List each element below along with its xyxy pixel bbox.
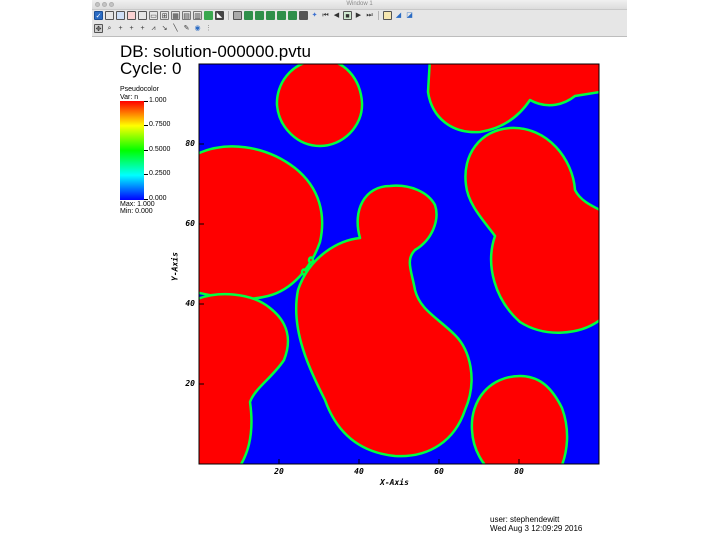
zoom-mode-icon[interactable]: ⌕: [107, 25, 112, 32]
legend-plot-type: Pseudocolor: [120, 86, 159, 93]
delete-window-icon[interactable]: [127, 11, 136, 20]
toolbar-separator: [378, 11, 379, 20]
colorbar-label-050: 0.5000: [149, 146, 171, 153]
grain-bottom-right: [470, 374, 569, 464]
main-toolbar: ✓ ▭ ⊞ ▦ ▤ ▥ ◣ ✦ ⏮ ◀ ■ ▶ ⏭ ◢ ◪: [94, 10, 414, 21]
lineout-icon[interactable]: ⩘: [151, 25, 156, 32]
step-back-icon[interactable]: ◀: [333, 12, 340, 19]
colorbar-label-max: 1.000: [149, 97, 167, 104]
window-title: Window 1: [346, 1, 373, 7]
zone-lineout-icon[interactable]: ↘: [161, 25, 168, 32]
interaction-toolbar: ✥ ⌕ + + + ⩘ ↘ ╲ ✎ ◉ ⋮: [94, 23, 213, 34]
grain-top-center: [275, 64, 364, 148]
legend-min: Min: 0.000: [120, 208, 153, 215]
color-bar: [120, 101, 144, 200]
colorbar-label-min: 0.000: [149, 195, 167, 202]
lightbulb-icon[interactable]: ✦: [311, 12, 318, 19]
operator-1-icon[interactable]: [244, 11, 253, 20]
operator-4-icon[interactable]: [277, 11, 286, 20]
plot-frame: [198, 63, 600, 465]
skip-forward-icon[interactable]: ⏭: [366, 12, 373, 19]
user-info: user: stephendewitt Wed Aug 3 12:09:29 2…: [490, 515, 582, 533]
zoom-window-button[interactable]: [109, 2, 114, 7]
x-tick-label: 80: [514, 467, 524, 476]
close-window-button[interactable]: [95, 2, 100, 7]
more-tools-icon[interactable]: ⋮: [205, 25, 212, 32]
mode-toggle-icon[interactable]: [233, 11, 242, 20]
application-window: Window 1 ✓ ▭ ⊞ ▦ ▤ ▥ ◣ ✦ ⏮ ◀ ■ ▶ ⏭ ◢ ◪ ✥…: [92, 0, 627, 37]
colorbar-tick: [144, 101, 148, 102]
pencil-icon[interactable]: ✎: [183, 25, 190, 32]
colorbar-tick: [144, 150, 148, 151]
zone-pick-icon[interactable]: +: [118, 25, 123, 32]
axis-ticks: [199, 143, 520, 464]
stop-icon[interactable]: ■: [343, 11, 352, 20]
node-pick-icon[interactable]: +: [129, 25, 134, 32]
y-tick-label: 80: [185, 139, 195, 148]
y-tick-label: 60: [185, 219, 195, 228]
x-axis-label: X-Axis: [380, 478, 409, 487]
new-window-icon[interactable]: [105, 11, 114, 20]
timestamp: Wed Aug 3 12:09:29 2016: [490, 524, 583, 533]
grain-right-middle: [464, 126, 599, 334]
colorbar-tick: [144, 174, 148, 175]
toolbar-separator: [228, 11, 229, 20]
colorbar-label-075: 0.7500: [149, 121, 171, 128]
line-tool-icon[interactable]: ╲: [173, 25, 178, 32]
curve-plot-icon[interactable]: ◣: [215, 11, 224, 20]
layout-2x3-icon[interactable]: ▦: [171, 11, 180, 20]
grain-top-right: [426, 64, 599, 134]
x-tick-label: 60: [434, 467, 444, 476]
title-bar: Window 1: [92, 0, 627, 10]
spreadsheet-pick-icon[interactable]: +: [140, 25, 145, 32]
view-2d-icon[interactable]: ◪: [406, 12, 413, 19]
layout-1x2-icon[interactable]: ▭: [149, 11, 158, 20]
legend-variable: Var: n: [120, 94, 139, 101]
y-tick-label: 20: [185, 379, 195, 388]
operator-3-icon[interactable]: [266, 11, 275, 20]
colorbar-tick: [144, 125, 148, 126]
grain-center: [294, 184, 473, 458]
play-icon[interactable]: ▶: [355, 12, 362, 19]
view-3d-icon[interactable]: ◢: [395, 12, 402, 19]
legend-header: Pseudocolor Var: n: [120, 86, 159, 102]
skip-back-icon[interactable]: ⏮: [322, 12, 329, 19]
save-image-icon[interactable]: [383, 11, 392, 20]
chart-icon[interactable]: [299, 11, 308, 20]
x-tick-label: 40: [354, 467, 364, 476]
legend-range: Max: 1.000 Min: 0.000: [120, 201, 155, 215]
grain-left-lower: [199, 292, 290, 464]
copy-window-icon[interactable]: [116, 11, 125, 20]
open-file-icon[interactable]: ✓: [94, 11, 103, 20]
navigate-mode-icon[interactable]: ✥: [94, 24, 103, 33]
cycle-label: Cycle: 0: [120, 59, 182, 78]
layout-4x4-icon[interactable]: ▥: [193, 11, 202, 20]
add-plot-icon[interactable]: [204, 11, 213, 20]
minimize-window-button[interactable]: [102, 2, 107, 7]
small-droplet: [300, 268, 308, 276]
x-tick-label: 20: [274, 467, 284, 476]
layout-2x2-icon[interactable]: ⊞: [160, 11, 169, 20]
legend-max: Max: 1.000: [120, 201, 155, 208]
colorbar-tick: [144, 199, 148, 200]
operator-2-icon[interactable]: [255, 11, 264, 20]
layout-1x1-icon[interactable]: [138, 11, 147, 20]
user-name: user: stephendewitt: [490, 515, 560, 524]
database-title: DB: solution-000000.pvtu: [120, 42, 311, 61]
y-axis-label: Y-Axis: [170, 252, 180, 281]
layout-3x3-icon[interactable]: ▤: [182, 11, 191, 20]
small-droplet: [307, 256, 315, 264]
lock-view-icon[interactable]: ◉: [194, 25, 201, 32]
operator-5-icon[interactable]: [288, 11, 297, 20]
colorbar-label-025: 0.2500: [149, 170, 171, 177]
y-tick-label: 40: [185, 299, 195, 308]
